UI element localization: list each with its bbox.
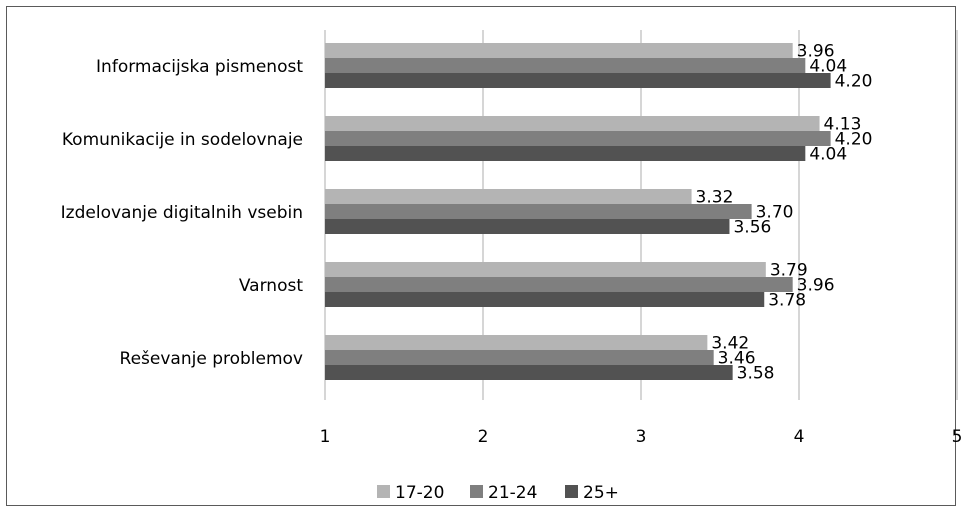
bar-21-24-4: [325, 350, 714, 365]
data-label: 3.96: [797, 276, 835, 296]
bar-21-24-1: [325, 131, 831, 146]
data-label: 4.20: [835, 72, 873, 92]
category-label: Komunikacije in sodelovnaje: [62, 130, 303, 150]
data-label: 4.04: [809, 57, 847, 77]
bar-17-20-1: [325, 116, 820, 131]
data-label: 3.46: [718, 349, 756, 369]
tick-labels: 1 2 3 4 5: [320, 427, 963, 447]
x-tick-label: 2: [478, 427, 489, 447]
bar-25+-1: [325, 146, 806, 161]
bar-25+-2: [325, 219, 730, 234]
legend-swatch-25+: [565, 485, 578, 498]
bar-17-20-3: [325, 262, 766, 277]
chart-frame: [6, 6, 956, 506]
data-label: 3.42: [711, 334, 749, 354]
data-label: 3.56: [733, 218, 771, 238]
legend-swatch-21-24: [470, 485, 483, 498]
data-label: 4.13: [824, 115, 862, 135]
x-tick-label: 4: [794, 427, 805, 447]
x-tick-label: 1: [320, 427, 331, 447]
x-tick-label: 3: [636, 427, 647, 447]
category-label: Izdelovanje digitalnih vsebin: [61, 203, 303, 223]
data-label: 3.96: [797, 42, 835, 62]
data-label: 3.70: [756, 203, 794, 223]
legend-swatch-17-20: [377, 485, 390, 498]
bar-25+-4: [325, 365, 733, 380]
data-label: 3.78: [768, 291, 806, 311]
x-tick-label: 5: [952, 427, 963, 447]
bar-21-24-0: [325, 58, 806, 73]
bars: [325, 43, 831, 380]
bar-21-24-2: [325, 204, 752, 219]
bar-17-20-4: [325, 335, 708, 350]
category-label: Reševanje problemov: [120, 349, 303, 369]
bar-17-20-0: [325, 43, 793, 58]
legend-label: 17-20: [395, 483, 444, 503]
data-label: 4.20: [835, 130, 873, 150]
data-label: 3.79: [770, 261, 808, 281]
legend-label: 25+: [583, 483, 619, 503]
category-label: Informacijska pismenost: [96, 57, 303, 77]
bar-25+-0: [325, 73, 831, 88]
bar-17-20-2: [325, 189, 692, 204]
bar-21-24-3: [325, 277, 793, 292]
data-label: 3.32: [696, 188, 734, 208]
data-labels: 3.964.044.204.134.204.043.323.703.563.79…: [696, 42, 873, 384]
legend-label: 21-24: [488, 483, 537, 503]
legend: 17-20 21-24 25+: [377, 483, 619, 503]
category-labels: Informacijska pismenost Komunikacije in s…: [61, 57, 304, 369]
data-label: 3.58: [737, 364, 775, 384]
category-label: Varnost: [239, 276, 303, 296]
data-label: 4.04: [809, 145, 847, 165]
bar-25+-3: [325, 292, 765, 307]
